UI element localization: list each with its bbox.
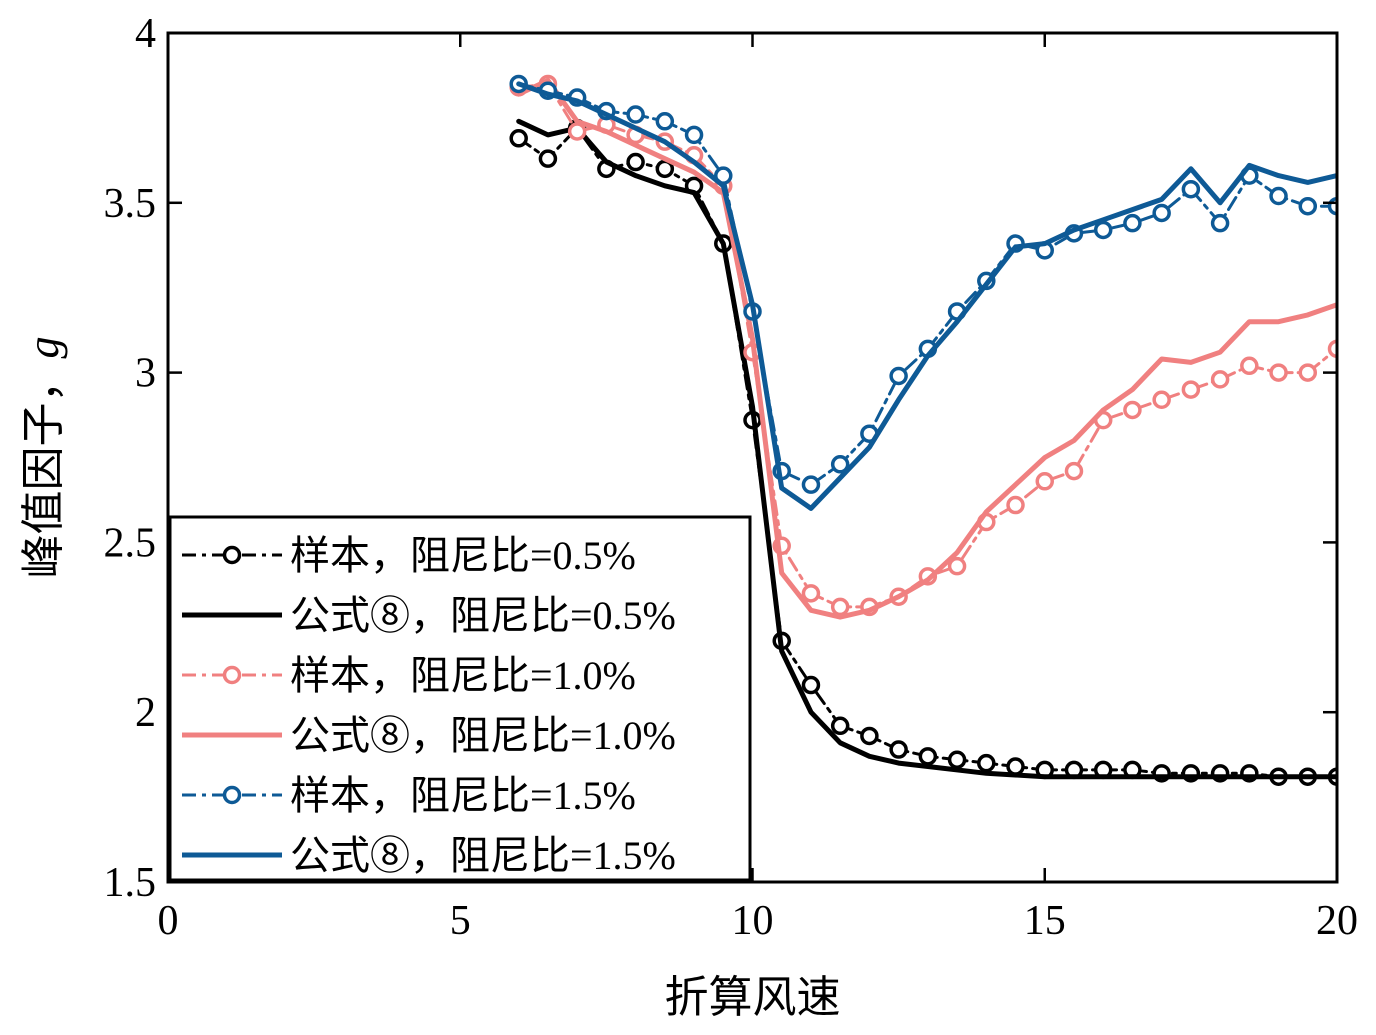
- series-1-point: [538, 149, 558, 168]
- series-2-line: [516, 118, 1337, 780]
- series-6: [516, 81, 1337, 511]
- series-3-point: [1035, 472, 1054, 491]
- legend-entry-2: 公式⑧，阻尼比=0.5%: [182, 593, 676, 638]
- legend-label: 样本，阻尼比=1.5%: [290, 773, 636, 818]
- x-axis-title: 折算风速: [665, 973, 841, 1022]
- series-1-point: [509, 129, 528, 148]
- legend-entry-3: 样本，阻尼比=1.0%: [182, 653, 636, 698]
- series-6-line: [516, 81, 1337, 511]
- series-3-point: [1298, 363, 1318, 382]
- legend-entry-1: 样本，阻尼比=0.5%: [182, 533, 636, 578]
- y-tick-label: 1.5: [104, 860, 157, 906]
- series-3-point: [1152, 390, 1171, 410]
- legend-label: 公式⑧，阻尼比=1.5%: [290, 833, 676, 878]
- x-tick-label: 15: [1024, 898, 1066, 944]
- series-5-line: [517, 82, 1337, 487]
- y-tick-label: 4: [135, 11, 156, 57]
- y-tick-label: 2.5: [104, 520, 157, 566]
- y-axis-title-text: 峰值因子，: [19, 359, 68, 579]
- series-5-point: [1298, 196, 1318, 216]
- series-5-point: [626, 105, 645, 124]
- series-3-point: [801, 584, 821, 603]
- series-5-point: [1210, 213, 1230, 233]
- series-3-point: [830, 597, 850, 617]
- x-tick-label: 10: [732, 898, 774, 944]
- legend-label: 样本，阻尼比=0.5%: [290, 533, 636, 578]
- series-5-point: [1269, 186, 1288, 206]
- legend-swatch-marker: [222, 785, 242, 805]
- y-tick-label: 3: [135, 351, 156, 397]
- series-layer: [509, 74, 1337, 786]
- legend-entry-5: 样本，阻尼比=1.5%: [182, 773, 636, 818]
- series-3-point: [1181, 380, 1201, 399]
- legend-box: [168, 515, 752, 882]
- series-3-point: [567, 122, 587, 141]
- series-1-point: [889, 740, 908, 759]
- series-5-point: [1093, 220, 1113, 240]
- y-tick-label: 2: [135, 690, 156, 736]
- series-1-point: [626, 152, 645, 172]
- series-5-point: [830, 455, 850, 474]
- series-4: [516, 78, 1337, 620]
- series-5-point: [655, 112, 675, 131]
- series-5-point: [1152, 203, 1171, 223]
- x-tick-label: 5: [450, 898, 471, 944]
- series-1-point: [918, 747, 938, 766]
- x-tick-label: 20: [1316, 898, 1358, 944]
- x-tick-label: 0: [158, 898, 179, 944]
- series-5-point: [1123, 213, 1142, 233]
- series-3-point: [1064, 461, 1084, 481]
- series-5-point: [1181, 179, 1201, 199]
- y-axis-title-symbol: g: [19, 337, 68, 359]
- series-1-point: [801, 675, 821, 695]
- series-3-point: [1240, 356, 1259, 376]
- series-3-point: [1269, 363, 1288, 382]
- series-3-point: [1327, 339, 1337, 359]
- legend-swatch-marker: [222, 665, 242, 685]
- series-5-point: [889, 366, 908, 386]
- series-1-point: [860, 726, 879, 746]
- series-1-point: [1006, 757, 1025, 776]
- series-3-point: [1210, 370, 1230, 389]
- series-5-point: [684, 125, 704, 145]
- series-3-point: [947, 556, 967, 576]
- legend-label: 公式⑧，阻尼比=1.0%: [290, 713, 676, 758]
- series-2: [516, 118, 1337, 780]
- legend-entry-6: 公式⑧，阻尼比=1.5%: [182, 833, 676, 878]
- legend-label: 样本，阻尼比=1.0%: [290, 653, 636, 698]
- series-1-point: [830, 716, 850, 736]
- y-axis-title: 峰值因子，g: [19, 337, 68, 579]
- series-4-line: [516, 78, 1337, 620]
- series-3-point: [1006, 495, 1025, 515]
- legend-label: 公式⑧，阻尼比=0.5%: [290, 593, 676, 638]
- axes-layer: 0 5 10 15 20 1.5 2 2.5 3 3.5 4 折算风速 峰值因子，g: [19, 11, 1358, 1022]
- y-tick-label: 3.5: [104, 181, 157, 227]
- legend: 样本，阻尼比=0.5% 公式⑧，阻尼比=0.5% 样本，阻尼比=1.0% 公式⑧，阻尼…: [168, 515, 752, 882]
- series-5-point: [801, 475, 821, 494]
- legend-swatch-marker: [222, 545, 242, 565]
- legend-entry-4: 公式⑧，阻尼比=1.0%: [182, 713, 676, 758]
- series-1-point: [947, 750, 967, 769]
- series-5: [509, 74, 1337, 494]
- series-1-point: [977, 753, 996, 773]
- series-3-point: [1123, 400, 1142, 420]
